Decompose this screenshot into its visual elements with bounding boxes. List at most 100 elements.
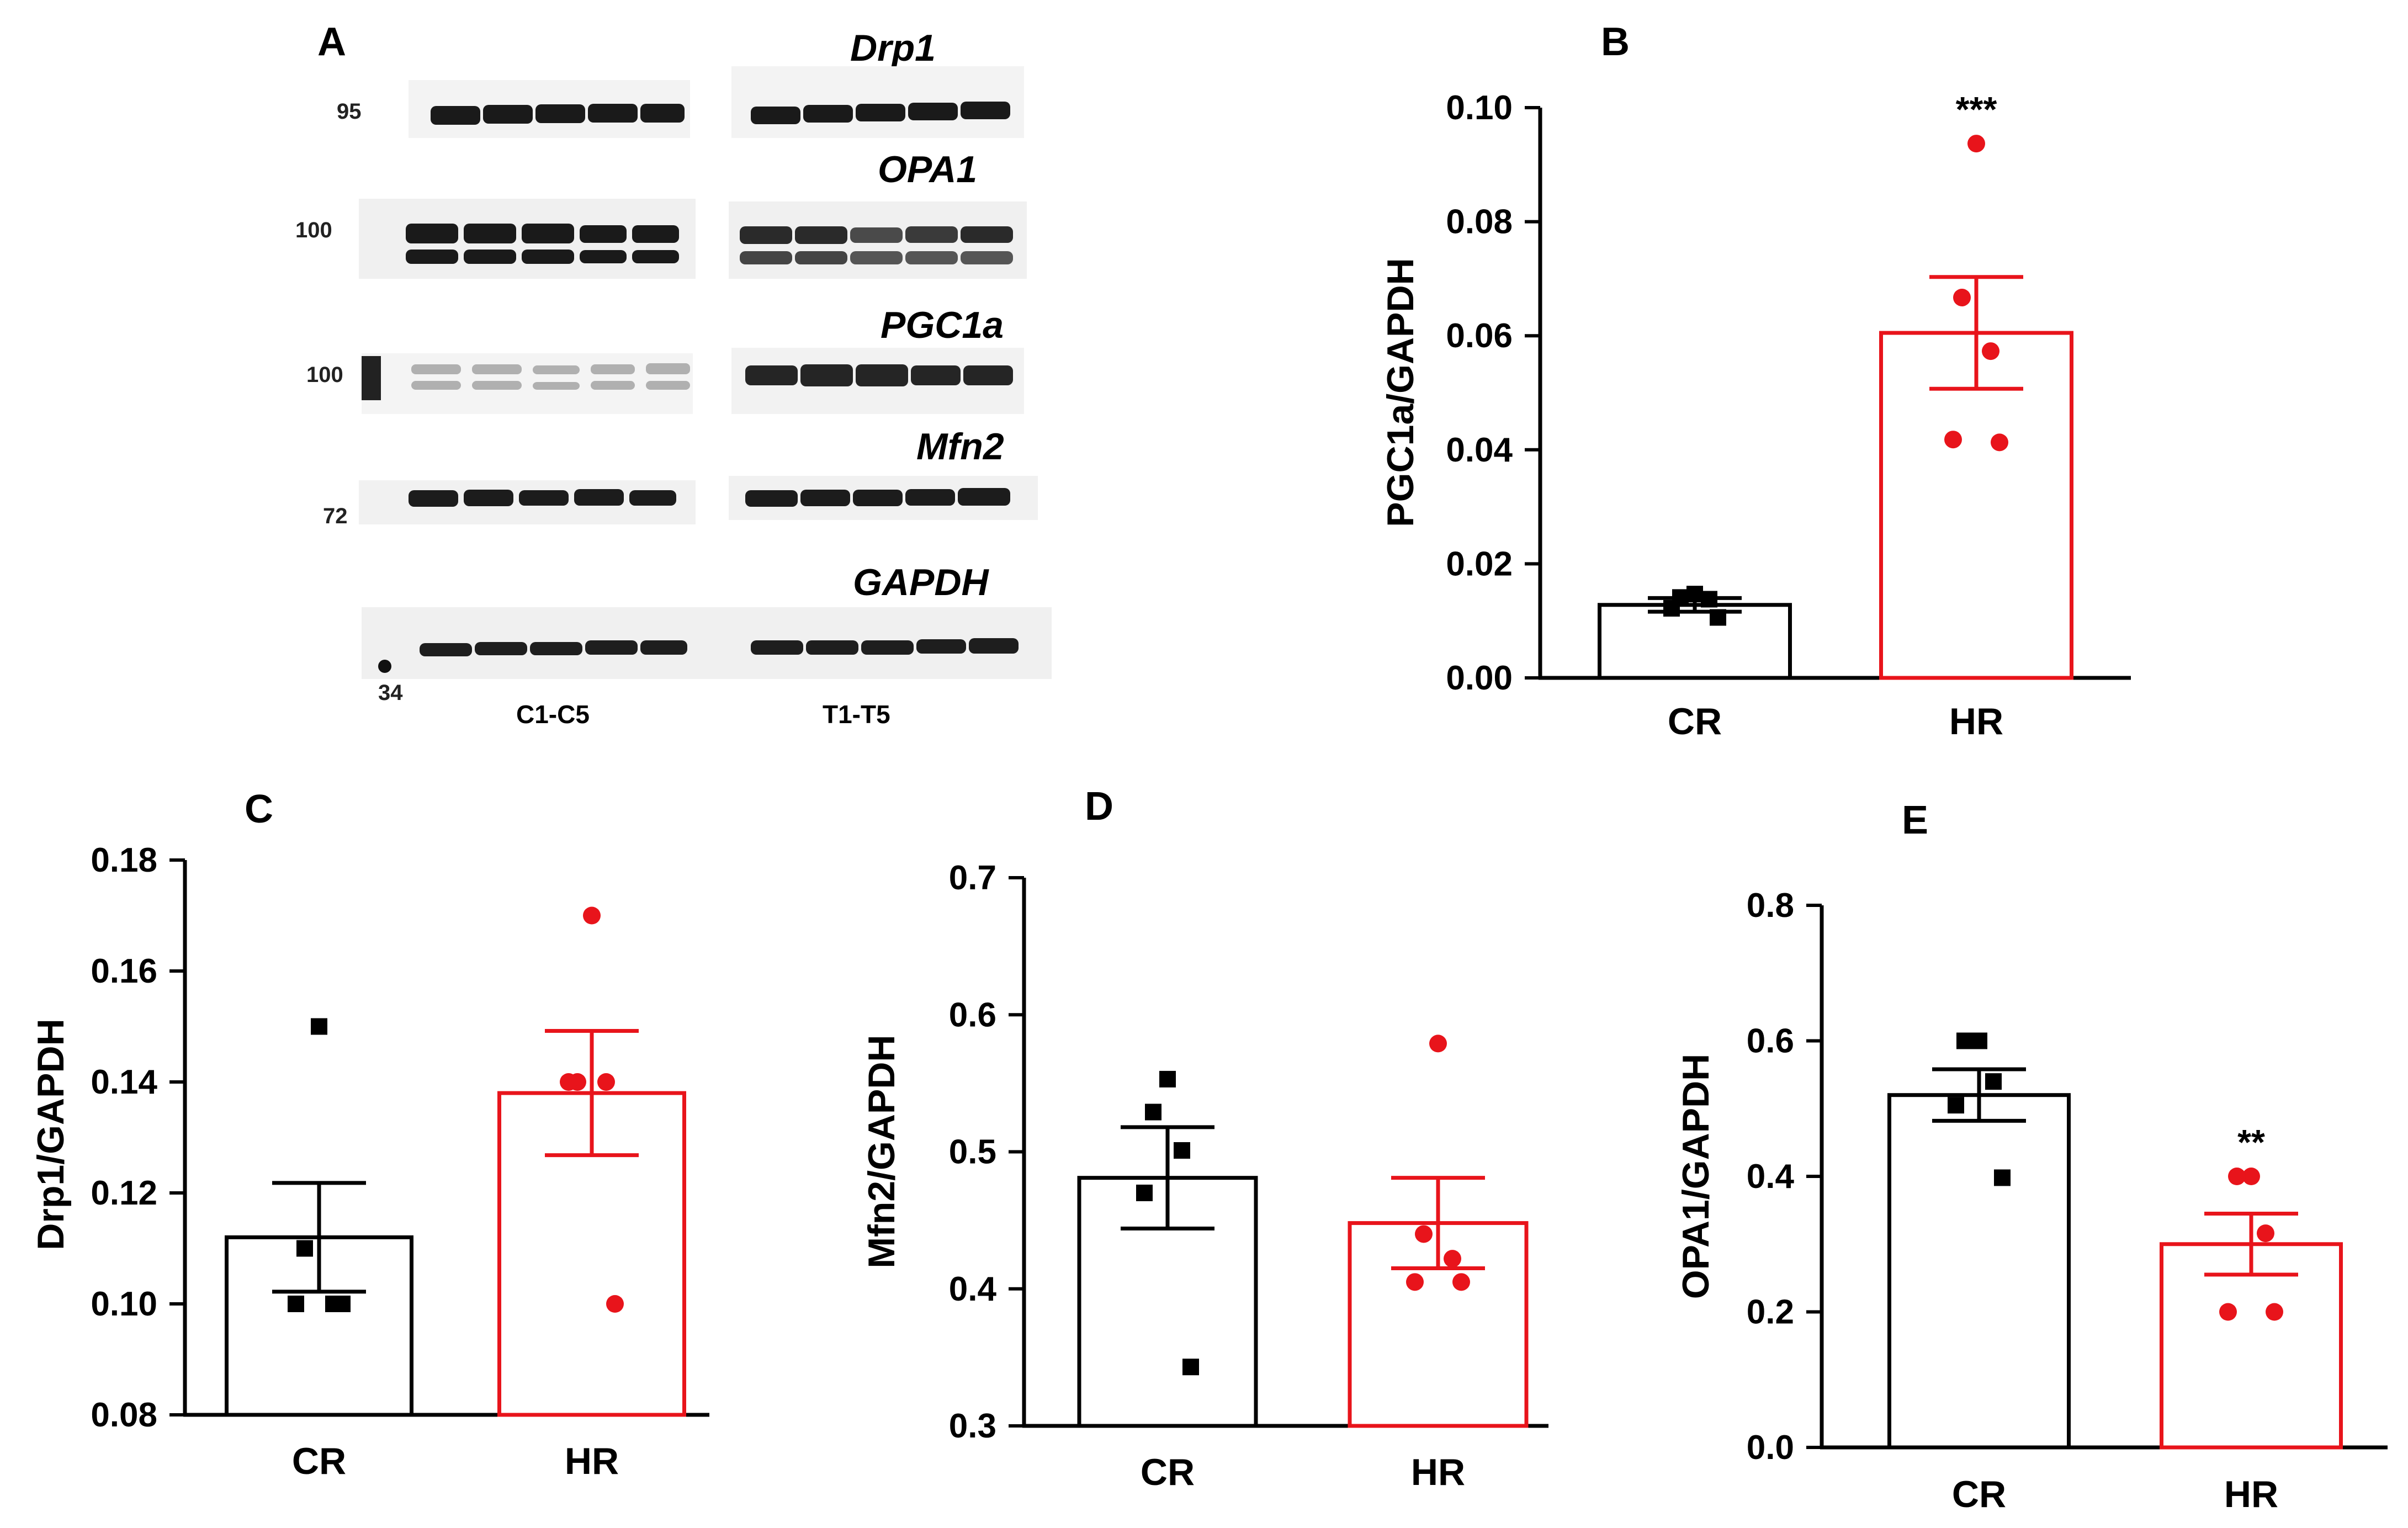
panel-letter-b: B xyxy=(1601,20,1630,64)
data-point-cr xyxy=(1985,1073,2002,1090)
blot-mfn2: Mfn2 72 xyxy=(323,426,1038,528)
data-point-cr xyxy=(1159,1070,1176,1087)
band xyxy=(905,251,958,264)
band xyxy=(472,364,522,374)
blot-gapdh: GAPDH 34 xyxy=(362,561,1052,705)
bar-cr xyxy=(1887,1093,2071,1450)
y-axis-label: PGC1a/GAPDH xyxy=(1380,258,1422,527)
band xyxy=(464,250,516,264)
data-point-hr xyxy=(2257,1224,2274,1243)
band xyxy=(632,250,679,263)
y-tick-label: 0.08 xyxy=(91,1396,157,1434)
band xyxy=(591,381,635,390)
band xyxy=(908,103,958,120)
data-point-hr xyxy=(2219,1303,2237,1321)
band xyxy=(533,382,580,390)
band xyxy=(646,381,690,390)
y-tick-label: 0.14 xyxy=(91,1063,157,1101)
band xyxy=(530,642,582,655)
band xyxy=(911,365,961,385)
data-point-cr xyxy=(1710,609,1726,626)
band xyxy=(472,381,522,390)
band xyxy=(431,106,480,125)
data-point-cr xyxy=(1686,586,1703,603)
panel-letter-e: E xyxy=(1902,798,1928,842)
data-point-cr xyxy=(1971,1032,1987,1049)
band xyxy=(905,489,955,506)
data-point-cr xyxy=(1136,1184,1153,1201)
y-tick-label: 0.4 xyxy=(1747,1158,1795,1196)
band xyxy=(640,104,685,123)
data-point-cr xyxy=(288,1296,304,1312)
blot-marker-label: 100 xyxy=(306,363,343,387)
band xyxy=(745,490,798,507)
y-tick-label: 0.5 xyxy=(949,1133,996,1171)
blot-pgc1a: PGC1a 100 xyxy=(306,304,1024,414)
blot-protein-label: Drp1 xyxy=(850,27,936,69)
y-tick-label: 0.8 xyxy=(1747,887,1794,925)
data-point-cr xyxy=(1182,1359,1199,1376)
band xyxy=(961,251,1013,264)
band xyxy=(646,363,690,374)
band xyxy=(905,226,958,243)
band xyxy=(519,490,569,506)
band xyxy=(969,638,1019,654)
band xyxy=(958,488,1010,506)
y-tick-label: 0.18 xyxy=(91,841,157,879)
y-axis-label: Drp1/GAPDH xyxy=(30,1018,72,1250)
band xyxy=(806,640,858,655)
blot-marker-label: 100 xyxy=(295,218,332,242)
data-point-cr xyxy=(334,1296,351,1312)
data-point-hr xyxy=(1944,431,1962,449)
panel-letter-d: D xyxy=(1085,784,1113,829)
y-tick-label: 0.00 xyxy=(1446,659,1513,697)
band xyxy=(411,364,461,374)
band xyxy=(856,104,905,121)
blot-group-label-treated: T1-T5 xyxy=(823,700,890,729)
data-point-hr xyxy=(1429,1034,1447,1053)
band xyxy=(640,640,687,655)
band xyxy=(409,490,458,507)
band xyxy=(464,490,513,506)
band xyxy=(795,251,847,264)
y-tick-label: 0.10 xyxy=(91,1285,157,1323)
blot-marker-label: 34 xyxy=(378,681,403,705)
significance-label: ** xyxy=(2237,1122,2265,1162)
band xyxy=(961,102,1010,119)
band xyxy=(800,490,850,506)
data-point-hr xyxy=(583,906,601,925)
data-point-hr xyxy=(2266,1303,2283,1321)
data-point-cr xyxy=(1701,591,1717,608)
band xyxy=(795,226,847,244)
band xyxy=(522,250,574,264)
y-tick-label: 0.06 xyxy=(1446,317,1513,355)
band xyxy=(464,224,516,243)
data-point-cr xyxy=(1956,1032,1973,1049)
y-tick-label: 0.16 xyxy=(91,952,157,990)
band xyxy=(963,365,1013,385)
band xyxy=(629,490,676,506)
y-tick-label: 0.4 xyxy=(949,1270,997,1308)
x-category-label: HR xyxy=(1949,701,2003,742)
data-point-cr xyxy=(1948,1097,1964,1114)
data-point-cr xyxy=(1174,1142,1190,1159)
x-category-label: HR xyxy=(565,1440,619,1482)
band xyxy=(411,381,461,390)
blot-protein-label: Mfn2 xyxy=(916,426,1004,468)
band xyxy=(916,639,966,654)
band xyxy=(483,105,533,124)
chart-pgc1a: B PGC1a/GAPDH 0.00 0.02 0.04 0.06 0.08 0.10 CR **… xyxy=(1380,20,2131,742)
data-point-hr xyxy=(1953,288,1971,306)
band xyxy=(580,225,627,243)
ladder-mark xyxy=(362,356,381,400)
data-point-cr xyxy=(1994,1169,2011,1186)
data-point-hr xyxy=(606,1295,624,1313)
data-point-hr xyxy=(1452,1273,1470,1291)
chart-mfn2: D Mfn2/GAPDH 0.3 0.4 0.5 0.6 0.7 CR HR xyxy=(861,784,1548,1493)
y-tick-label: 0.3 xyxy=(949,1407,996,1445)
band xyxy=(800,364,853,386)
band xyxy=(535,104,585,123)
blot-drp1: Drp1 95 xyxy=(337,27,1024,138)
band xyxy=(580,250,627,263)
